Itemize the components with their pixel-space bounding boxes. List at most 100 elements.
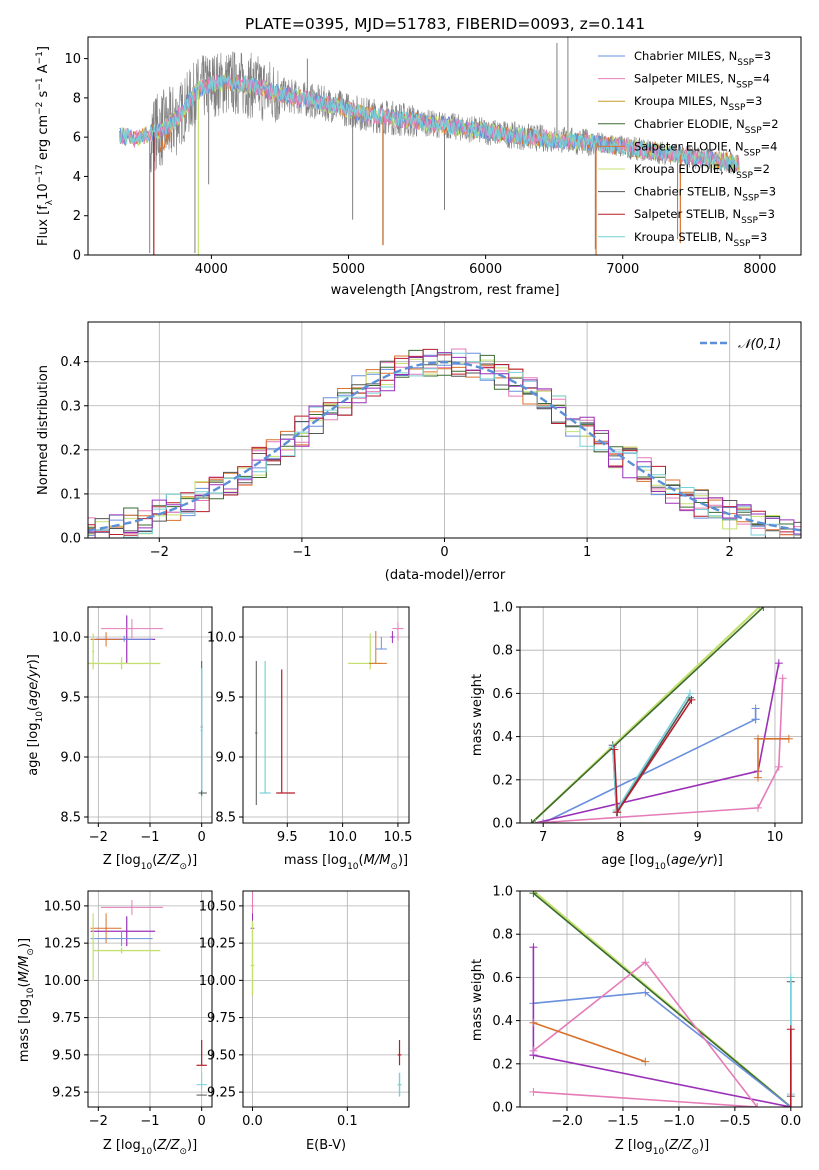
- text-part: )]: [713, 853, 723, 868]
- y-tick-label: 9.75: [52, 1011, 81, 1026]
- text-part: (: [152, 1138, 157, 1153]
- y-tick-label: 1.0: [492, 885, 513, 900]
- y-tick-label: 2: [73, 209, 81, 224]
- text-part: SSP: [744, 148, 761, 158]
- y-tick-label: 0.4: [60, 355, 81, 370]
- y-tick-label: 0.0: [492, 1101, 513, 1116]
- axes-frame: [242, 606, 410, 824]
- y-tick-label: 9.0: [60, 751, 81, 766]
- weight-line: [533, 991, 792, 1107]
- text-part: SSP: [741, 216, 758, 226]
- x-tick-label: −1.0: [663, 1114, 695, 1129]
- axes-mass_vs_Z: −2 −1 0 9.25 9.50 9.75 10.00 10.25 10.50: [44, 890, 213, 1129]
- text-part: 10: [654, 862, 666, 872]
- text-part: SSP: [729, 103, 746, 113]
- plot-area-mass_vs_Z: [88, 891, 212, 1107]
- x-tick-label: 7000: [606, 262, 639, 277]
- y-tick-label: 10.25: [199, 937, 236, 952]
- legend-label: Salpeter MILES, NSSP=4: [634, 72, 770, 91]
- y-tick-label: 4: [73, 170, 81, 185]
- axes-frame: [87, 890, 213, 1108]
- weight-line: [532, 892, 792, 1107]
- y-tick-label: 10.00: [199, 974, 236, 989]
- axes-weight_vs_age: 7 8 9 10 0.0 0.2 0.4 0.6 0.8 1.0: [492, 601, 803, 845]
- text-part: 10: [26, 987, 36, 999]
- text-part: ⊙: [179, 862, 187, 872]
- axes-frame: [519, 606, 803, 824]
- text-part: age [log: [26, 723, 41, 776]
- text-part: =3: [745, 94, 762, 108]
- legend-label: 𝒩(0,1): [738, 337, 781, 352]
- text-part: =4: [761, 139, 778, 153]
- text-part: )]: [187, 853, 197, 868]
- y-tick-label: 10.0: [52, 631, 81, 646]
- text-part: erg cm: [36, 115, 51, 164]
- gaussian-curve: [88, 360, 801, 532]
- axes-weight_vs_Z: −2.0 −1.5 −1.0 −0.5 0.0 0.0 0.2 0.4 0.6 0.8 1.0: [492, 885, 803, 1129]
- x-axis-label: (data-model)/error: [385, 568, 506, 583]
- y-tick-label: 6: [73, 131, 81, 146]
- x-tick-label: 2: [726, 545, 734, 560]
- text-part: Z [log: [103, 1138, 141, 1153]
- y-tick-label: 0.3: [60, 399, 81, 414]
- model-line: [119, 74, 740, 171]
- y-tick-label: 0.6: [492, 971, 513, 986]
- y-tick-label: 1.0: [492, 601, 513, 616]
- text-part: Z/Z: [156, 1138, 180, 1153]
- text-part: (: [359, 853, 364, 868]
- text-part: −1: [35, 51, 45, 64]
- text-part: s: [36, 90, 51, 101]
- text-part: 10: [347, 862, 359, 872]
- text-part: )]: [398, 853, 408, 868]
- axes-residual_histogram: −2 −1 0 1 2 0.0 0.1 0.2 0.3 0.4: [60, 321, 802, 560]
- y-axis-label: Flux [fλ10−17 erg cm−2 s−1 A−1]: [35, 46, 55, 246]
- text-part: Z/Z: [156, 853, 180, 868]
- y-tick-label: 10.50: [44, 899, 81, 914]
- x-tick-label: 9: [694, 830, 702, 845]
- x-tick-label: 10.0: [328, 830, 357, 845]
- text-part: mass [log: [284, 853, 347, 868]
- x-tick-label: 1: [583, 545, 591, 560]
- x-tick-label: −0.5: [719, 1114, 751, 1129]
- x-tick-label: 6000: [469, 262, 502, 277]
- x-tick-label: −1: [292, 545, 311, 560]
- axes-mass_vs_EBV: 0.0 0.1 9.25 9.50 9.75 10.00 10.25 10.50: [199, 890, 410, 1129]
- axes-age_vs_mass: 9.5 10.0 10.5 8.5 9.0 9.5 10.0: [207, 606, 412, 845]
- text-part: Kroupa STELIB, N: [634, 230, 734, 244]
- x-axis-label: Z [log10(Z/Z⊙)]: [103, 1138, 197, 1157]
- legend-label: Kroupa STELIB, NSSP=3: [634, 230, 767, 249]
- text-part: mass [log: [17, 999, 32, 1062]
- x-tick-label: −1: [140, 830, 159, 845]
- y-tick-label: 10.0: [207, 631, 236, 646]
- axes-frame: [519, 890, 803, 1108]
- y-axis-label: mass weight: [470, 959, 485, 1041]
- x-tick-label: −2.0: [551, 1114, 583, 1129]
- x-tick-label: −2: [150, 545, 169, 560]
- plot-area-age_vs_Z: [88, 607, 212, 823]
- text-part: )]: [187, 1138, 197, 1153]
- y-tick-label: 9.0: [215, 751, 236, 766]
- text-part: 10: [35, 711, 45, 723]
- text-part: age [log: [601, 853, 654, 868]
- plot-area-residual_histogram: [88, 322, 801, 538]
- text-part: M/M: [364, 853, 391, 868]
- text-part: Chabrier MILES, N: [634, 49, 737, 63]
- text-part: (: [17, 982, 32, 987]
- y-tick-label: 0.0: [60, 532, 81, 547]
- chart-title: PLATE=0395, MJD=51783, FIBERID=0093, z=0…: [245, 15, 645, 33]
- text-part: =3: [758, 207, 775, 221]
- y-tick-label: 0.0: [492, 817, 513, 832]
- text-part: Z [log: [615, 1138, 653, 1153]
- x-axis-label: Z [log10(Z/Z⊙)]: [615, 1138, 709, 1157]
- text-part: (: [664, 1138, 669, 1153]
- y-tick-label: 0.1: [60, 487, 81, 502]
- text-part: SSP: [736, 81, 753, 91]
- text-part: 10: [36, 183, 51, 200]
- weight-line: [532, 947, 791, 1107]
- text-part: (: [666, 853, 671, 868]
- text-part: ⊙: [179, 1147, 187, 1157]
- text-part: 10: [653, 1147, 665, 1157]
